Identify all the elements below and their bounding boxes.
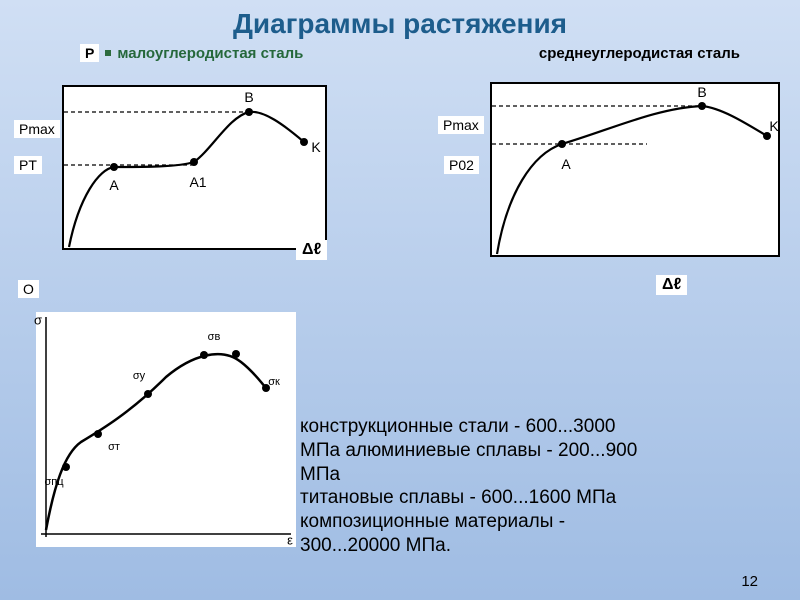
chart-med-carbon: A B K (490, 82, 780, 257)
chart3-eps: ε (287, 533, 293, 548)
p-label: P (80, 44, 99, 62)
chart1-A: A (109, 177, 118, 193)
chart2-A: A (561, 156, 570, 172)
materials-text: конструкционные стали - 600...3000 МПа а… (300, 415, 770, 558)
bullet-icon (105, 50, 111, 56)
chart1-A1: A1 (189, 174, 206, 190)
chart2-B: B (697, 84, 706, 100)
pt-label: PТ (14, 156, 42, 174)
chart3-l2: σу (133, 370, 145, 382)
chart3-l0: σпц (44, 476, 63, 488)
delta-label-1: Δℓ (296, 240, 327, 260)
origin-label: О (18, 280, 39, 298)
chart3-l3: σв (208, 331, 221, 343)
chart1-svg (64, 87, 329, 252)
chart1-B: B (244, 89, 253, 105)
chart3-sigma: σ (34, 313, 42, 328)
page-title: Диаграммы растяжения (0, 0, 800, 40)
p02-label: P02 (444, 156, 479, 174)
chart2-svg (492, 84, 782, 259)
chart2-K: K (769, 118, 778, 134)
chart3-l4: σк (268, 376, 280, 388)
delta-label-2: Δℓ (656, 275, 687, 295)
subtitle-right: среднеуглеродистая сталь (539, 45, 740, 62)
chart-low-carbon: A A1 B K (62, 85, 327, 250)
chart1-K: K (311, 139, 320, 155)
page-number: 12 (741, 573, 758, 590)
pmax-label-1: Pmax (14, 120, 60, 138)
chart3-svg (36, 312, 296, 547)
chart-copper: σпц σт σу σв σк σ ε (36, 312, 296, 547)
subtitle-row: P малоуглеродистая сталь среднеуглеродис… (0, 40, 800, 62)
pmax-label-2: Pmax (438, 116, 484, 134)
subtitle-left: малоуглеродистая сталь (117, 45, 303, 62)
chart3-l1: σт (108, 441, 120, 453)
